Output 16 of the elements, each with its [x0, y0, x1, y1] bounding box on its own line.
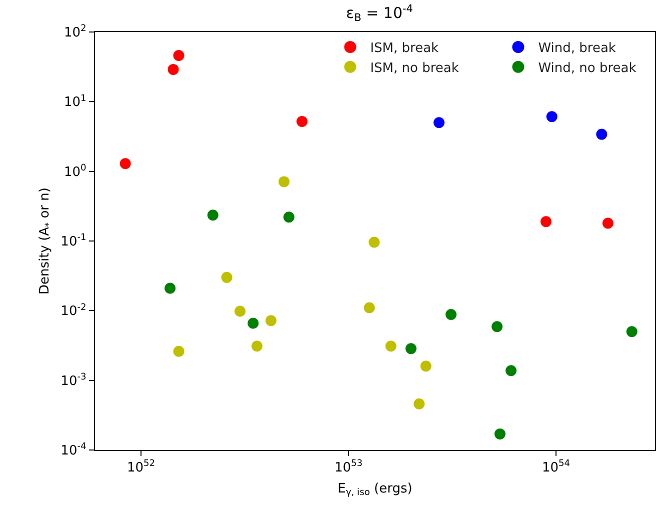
- chart-title: ε$_{B}$ = 10$^{-4}$: [346, 2, 414, 24]
- y-tick-label: 10$^{-3}$: [60, 372, 87, 389]
- x-tick-label: 10$^{52}$: [126, 459, 156, 476]
- y-tick-label: 10$^{1}$: [64, 94, 86, 110]
- y-tick-label: 10$^{0}$: [64, 163, 87, 180]
- y-tick-label: 10$^{-2}$: [60, 302, 86, 320]
- y-tick-label: 10$^{-4}$: [60, 442, 87, 459]
- x-tick-label: 10$^{54}$: [542, 459, 570, 476]
- legend-label: Wind, break: [538, 41, 616, 56]
- legend-label: ISM, break: [370, 41, 440, 56]
- x-tick-label: 10$^{53}$: [334, 459, 363, 476]
- y-tick-label: 10$^{-1}$: [60, 233, 86, 250]
- y-tick-label: 10$^{2}$: [64, 24, 86, 41]
- legend-label: Wind, no break: [538, 60, 637, 76]
- x-axis-title: E$_{γ, iso}$ (ergs): [338, 481, 412, 498]
- legend-label: ISM, no break: [370, 60, 460, 76]
